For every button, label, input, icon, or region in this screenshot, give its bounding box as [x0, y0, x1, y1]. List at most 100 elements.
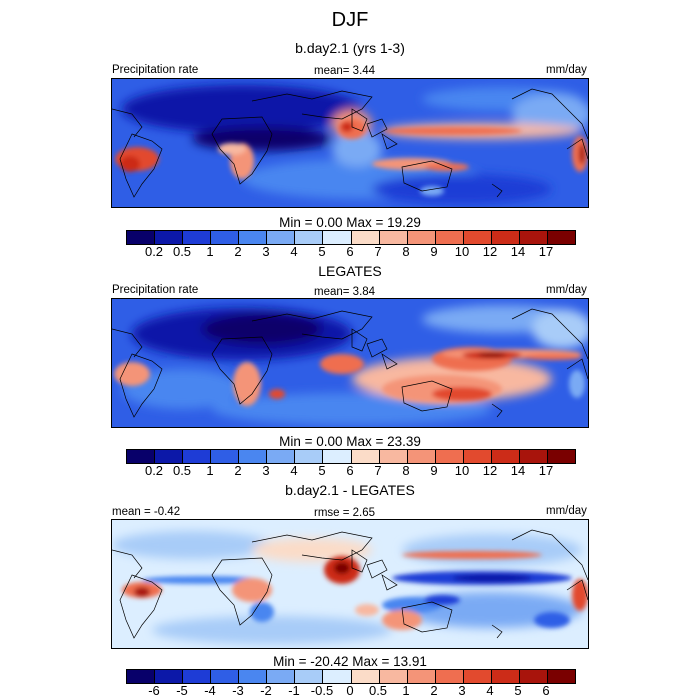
colorbar-tick-label: 2 [430, 683, 438, 698]
colorbar-swatch [463, 450, 492, 463]
panel-3-title: b.day2.1 - LEGATES [285, 482, 415, 498]
colorbar-swatch [183, 231, 212, 244]
colorbar-tick-label: 12 [482, 463, 498, 478]
colorbar-swatch [295, 670, 324, 683]
colorbar-swatch [183, 670, 212, 683]
colorbar-tick-label: 14 [510, 463, 526, 478]
colorbar-tick-label: 17 [538, 244, 554, 259]
panel-2-mean-label: mean= 3.84 [314, 286, 376, 298]
colorbar-tick-label: 14 [510, 244, 526, 259]
colorbar-tick-label: 6 [542, 683, 550, 698]
panel-2-title: LEGATES [318, 263, 382, 279]
colorbar-swatch [351, 231, 380, 244]
colorbar-tick-label: -1 [288, 683, 300, 698]
colorbar-swatch [155, 231, 184, 244]
colorbar-swatch [211, 450, 240, 463]
colorbar-tick-label: 6 [346, 244, 354, 259]
panel-2-map [111, 298, 589, 428]
panel-2-colorbar-ticks: 0.2 0.5 1 2 3 4 5 6 7 8 9 10 12 14 17 [126, 463, 574, 479]
colorbar-tick-label: 10 [454, 244, 470, 259]
colorbar-swatch [351, 670, 380, 683]
colorbar-swatch [155, 450, 184, 463]
colorbar-swatch [323, 450, 352, 463]
colorbar-tick-label: 8 [402, 463, 410, 478]
panel-1-colorbar-ticks: 0.2 0.5 1 2 3 4 5 6 7 8 9 10 12 14 17 [126, 244, 574, 260]
colorbar-swatch [463, 231, 492, 244]
colorbar-tick-label: 1 [206, 463, 214, 478]
panel-3-rmse-label: rmse = 2.65 [314, 507, 376, 519]
colorbar-tick-label: -0.5 [310, 683, 334, 698]
colorbar-swatch [407, 231, 436, 244]
colorbar-tick-label: -3 [232, 683, 244, 698]
colorbar-tick-label: 7 [374, 244, 382, 259]
figure-title: DJF [331, 9, 369, 31]
colorbar-tick-label: 10 [454, 463, 470, 478]
colorbar-tick-label: 8 [402, 244, 410, 259]
colorbar-swatch [295, 450, 324, 463]
panel-3-colorbar-ticks: -6 -5 -4 -3 -2 -1 -0.5 0 0.5 1 2 3 4 5 6 [126, 683, 574, 699]
colorbar-swatch [127, 450, 156, 463]
colorbar-swatch [379, 450, 408, 463]
colorbar-tick-label: 9 [430, 244, 438, 259]
colorbar-swatch [547, 670, 575, 683]
colorbar-tick-label: 3 [262, 244, 270, 259]
colorbar-swatch [435, 450, 464, 463]
colorbar-swatch [211, 231, 240, 244]
colorbar-tick-label: 12 [482, 244, 498, 259]
colorbar-swatch [407, 450, 436, 463]
colorbar-tick-label: 1 [402, 683, 410, 698]
colorbar-tick-label: 3 [458, 683, 466, 698]
colorbar-swatch [491, 670, 520, 683]
colorbar-tick-label: 9 [430, 463, 438, 478]
colorbar-swatch [519, 670, 548, 683]
colorbar-swatch [239, 450, 268, 463]
colorbar-swatch [379, 231, 408, 244]
panel-1-units-label: mm/day [546, 64, 587, 76]
colorbar-swatch [183, 450, 212, 463]
colorbar-tick-label: 5 [318, 244, 326, 259]
panel-3-units-label: mm/day [546, 505, 587, 517]
colorbar-tick-label: 5 [318, 463, 326, 478]
panel-1-colorbar [126, 230, 576, 245]
panel-2-minmax: Min = 0.00 Max = 23.39 [279, 434, 421, 449]
colorbar-tick-label: 0 [346, 683, 354, 698]
panel-1-map [111, 78, 589, 208]
colorbar-swatch [127, 231, 156, 244]
colorbar-swatch [323, 231, 352, 244]
colorbar-tick-label: 7 [374, 463, 382, 478]
panel-1-title: b.day2.1 (yrs 1-3) [295, 40, 405, 56]
panel-3-colorbar [126, 669, 576, 684]
panel-1-mean-label: mean= 3.44 [314, 65, 376, 77]
colorbar-tick-label: 1 [206, 244, 214, 259]
colorbar-tick-label: -2 [260, 683, 272, 698]
panel-2-colorbar [126, 449, 576, 464]
colorbar-tick-label: 2 [234, 463, 242, 478]
colorbar-swatch [267, 450, 296, 463]
colorbar-swatch [463, 670, 492, 683]
colorbar-swatch [491, 231, 520, 244]
colorbar-tick-label: 0.5 [172, 244, 192, 259]
panel-3-map [111, 519, 589, 649]
colorbar-tick-label: 3 [262, 463, 270, 478]
colorbar-swatch [155, 670, 184, 683]
colorbar-tick-label: -4 [204, 683, 216, 698]
colorbar-swatch [351, 450, 380, 463]
colorbar-tick-label: 4 [290, 463, 298, 478]
panel-1-variable-label: Precipitation rate [112, 64, 199, 76]
colorbar-tick-label: 4 [486, 683, 494, 698]
colorbar-swatch [519, 231, 548, 244]
colorbar-swatch [435, 670, 464, 683]
colorbar-swatch [379, 670, 408, 683]
panel-3-minmax: Min = -20.42 Max = 13.91 [273, 654, 427, 669]
colorbar-swatch [267, 670, 296, 683]
colorbar-swatch [435, 231, 464, 244]
colorbar-swatch [295, 231, 324, 244]
colorbar-tick-label: 0.5 [172, 463, 192, 478]
colorbar-swatch [211, 670, 240, 683]
colorbar-swatch [519, 450, 548, 463]
colorbar-swatch [323, 670, 352, 683]
colorbar-tick-label: -6 [148, 683, 160, 698]
panel-3-mean-label: mean = -0.42 [112, 506, 181, 518]
colorbar-tick-label: 4 [290, 244, 298, 259]
colorbar-swatch [547, 450, 575, 463]
